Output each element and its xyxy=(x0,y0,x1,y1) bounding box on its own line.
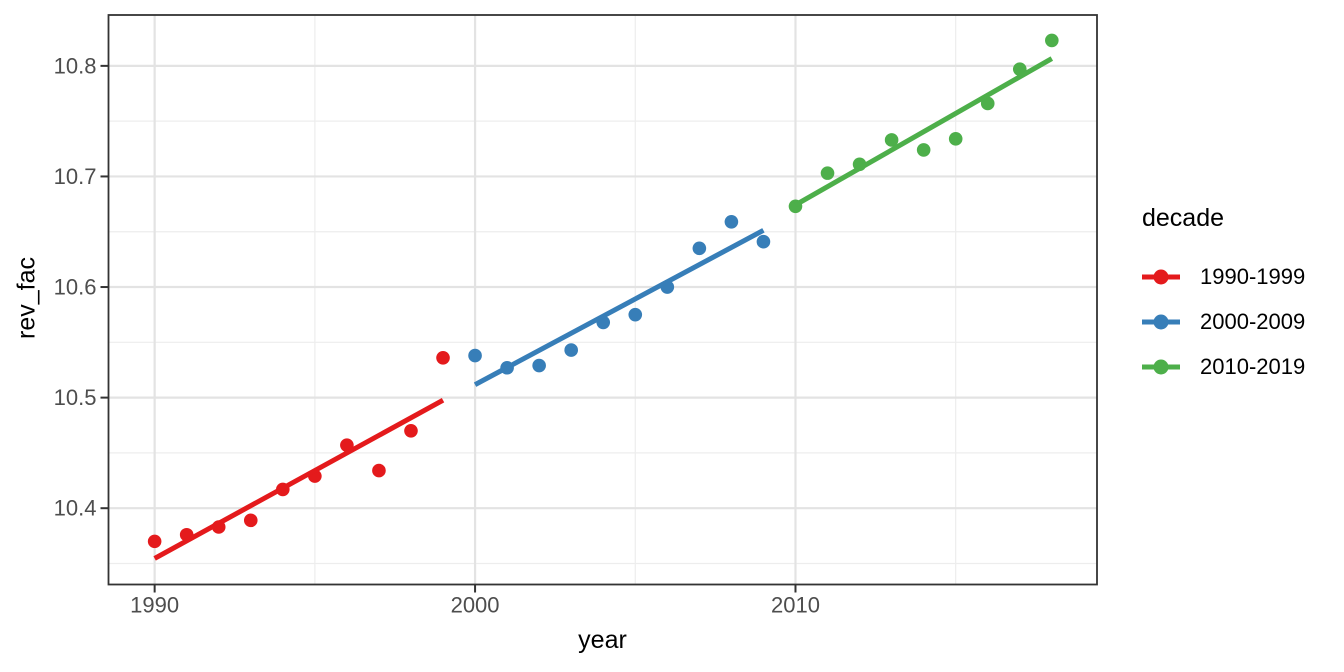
legend-key-icon xyxy=(1142,359,1180,374)
y-tick-label: 10.5 xyxy=(54,385,97,410)
trend-line xyxy=(473,228,765,387)
legend-key-icon xyxy=(1142,269,1180,284)
legend-title: decade xyxy=(1142,204,1225,232)
legend-entry: 1990-1999 xyxy=(1142,254,1305,299)
data-point xyxy=(564,343,578,357)
data-point xyxy=(724,214,739,229)
x-tick-label: 2000 xyxy=(451,593,500,618)
legend-entry-label: 2000-2009 xyxy=(1200,308,1306,334)
data-point xyxy=(916,143,931,157)
y-tick-label: 10.7 xyxy=(54,164,97,189)
data-point xyxy=(692,241,707,256)
y-tick-label: 10.4 xyxy=(54,496,97,521)
data-point xyxy=(532,358,546,373)
trend-line xyxy=(794,56,1054,208)
y-axis-title: rev_fac xyxy=(12,257,41,339)
legend-entry-label: 2010-2019 xyxy=(1200,353,1306,379)
data-point xyxy=(404,423,418,438)
x-tick-label: 1990 xyxy=(130,593,179,618)
panel-border xyxy=(107,14,1098,586)
data-point xyxy=(628,307,643,322)
data-point xyxy=(1045,33,1059,48)
legend-key-point xyxy=(1153,359,1169,374)
data-point xyxy=(372,463,386,478)
data-point xyxy=(147,534,162,549)
legend-key-point xyxy=(1153,314,1169,329)
legend-entry: 2010-2019 xyxy=(1142,344,1305,389)
legend-entry-label: 1990-1999 xyxy=(1200,263,1306,289)
y-tick-label: 10.8 xyxy=(54,53,97,78)
data-point xyxy=(756,234,771,249)
legend-entries: 1990-1999 2000-2009 2010-2019 xyxy=(1142,254,1305,389)
data-point xyxy=(468,348,482,363)
legend-entry: 2000-2009 xyxy=(1142,299,1305,344)
x-tick-label: 2010 xyxy=(771,593,820,618)
x-axis-title: year xyxy=(578,626,627,654)
data-point xyxy=(980,96,995,111)
data-point xyxy=(884,133,899,147)
data-point xyxy=(243,513,258,528)
trend-line xyxy=(153,398,445,561)
data-point xyxy=(948,132,963,146)
legend: decade 1990-1999 2000-2009 2010-2019 xyxy=(1142,203,1305,389)
legend-key-icon xyxy=(1142,314,1180,329)
data-point xyxy=(820,166,835,180)
y-tick-label: 10.6 xyxy=(54,275,97,300)
legend-key-point xyxy=(1153,269,1169,284)
data-point xyxy=(436,351,450,365)
